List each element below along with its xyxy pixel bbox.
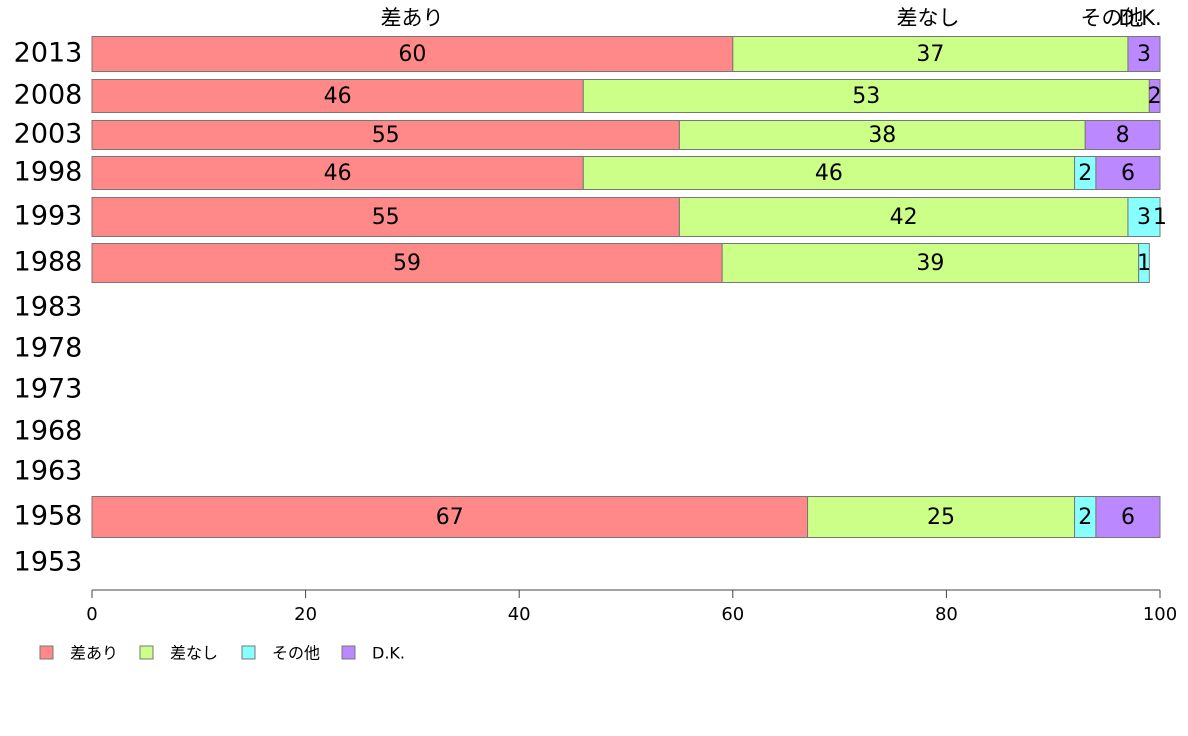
y-label-2013: 2013	[14, 38, 83, 69]
bar-1958-series-3	[1095, 496, 1161, 538]
x-axis: 0 20 40 60 80 100	[86, 589, 1177, 625]
y-label-2003: 2003	[14, 119, 83, 150]
top-label-series-2: その他	[1081, 6, 1144, 30]
bar-value-1993-series-0: 55	[372, 205, 400, 230]
y-label-1968: 1968	[14, 416, 83, 447]
y-label-1958: 1958	[14, 501, 83, 532]
bar-value-2013-series-0: 60	[398, 42, 426, 67]
y-axis-labels: 2013 2008 2003 1998 1993 1988 1983 1978 1973 1968…	[14, 38, 83, 578]
bar-2013-series-3	[1127, 36, 1161, 72]
x-tick-label-20: 20	[294, 604, 317, 625]
bar-value-1958-series-1: 25	[927, 505, 955, 530]
bar-value-1988-series-2: 1	[1137, 251, 1151, 276]
x-tick-label-60: 60	[721, 604, 744, 625]
bar-1988-series-2	[1138, 243, 1150, 283]
x-tick-label-80: 80	[935, 604, 958, 625]
bar-value-1958-series-3: 6	[1121, 505, 1135, 530]
y-label-1993: 1993	[14, 201, 83, 232]
y-label-2008: 2008	[14, 80, 83, 111]
bar-value-1988-series-0: 59	[393, 251, 421, 276]
bar-1958-series-0	[91, 496, 809, 538]
bar-1988-series-0	[91, 243, 723, 283]
bar-value-1993-series-2: 3	[1137, 205, 1151, 230]
bar-value-2003-series-3: 8	[1116, 123, 1130, 148]
bar-value-1993-series-3: 1	[1153, 205, 1167, 230]
bar-value-2008-series-3: 2	[1148, 84, 1162, 109]
y-label-1978: 1978	[14, 333, 83, 364]
top-label-series-1: 差なし	[897, 6, 960, 30]
bar-1958-series-1	[807, 496, 1076, 538]
bar-2003-series-1	[678, 120, 1086, 150]
bar-2013-series-1	[732, 36, 1129, 72]
bar-value-1958-series-0: 67	[436, 505, 464, 530]
bar-2003-series-3	[1084, 120, 1161, 150]
y-label-1963: 1963	[14, 456, 83, 487]
bar-value-1958-series-2: 2	[1078, 505, 1092, 530]
bar-1998-series-3	[1095, 156, 1161, 190]
bar-2013-series-0	[91, 36, 734, 72]
bar-1998-series-1	[582, 156, 1076, 190]
bar-2003-series-0	[91, 120, 680, 150]
bar-2008-series-3	[1148, 79, 1161, 113]
bar-value-2013-series-1: 37	[916, 42, 944, 67]
bar-value-2008-series-1: 53	[852, 84, 880, 109]
bars: 60 37 346 53 255 38 846 46 2 655 42 3 159 39 167 25 2 6	[91, 36, 1167, 538]
y-label-1988: 1988	[14, 247, 83, 278]
legend-swatch-0	[39, 645, 54, 660]
bar-1988-series-1	[721, 243, 1140, 283]
legend: 差あり 差なし その他 D.K.	[39, 644, 405, 663]
bar-value-2003-series-1: 38	[868, 123, 896, 148]
y-label-1953: 1953	[14, 547, 83, 578]
y-label-1973: 1973	[14, 374, 83, 405]
bar-2008-series-0	[91, 79, 584, 113]
legend-label-3: D.K.	[372, 644, 405, 663]
x-tick-label-0: 0	[86, 604, 97, 625]
top-label-series-0: 差あり	[381, 6, 444, 30]
legend-swatch-3	[341, 645, 356, 660]
bar-value-2003-series-0: 55	[372, 123, 400, 148]
bar-value-1998-series-2: 2	[1078, 161, 1092, 186]
legend-label-0: 差あり	[70, 644, 118, 663]
legend-label-1: 差なし	[170, 644, 218, 663]
top-label-series-3: D.K.	[1118, 6, 1161, 30]
bar-1998-series-0	[91, 156, 584, 190]
y-label-1998: 1998	[14, 157, 83, 188]
bar-value-1998-series-0: 46	[324, 161, 352, 186]
bar-value-2013-series-3: 3	[1137, 42, 1151, 67]
bar-1993-series-0	[91, 197, 680, 237]
bar-value-2008-series-0: 46	[324, 84, 352, 109]
bar-1993-series-2	[1127, 197, 1161, 237]
legend-swatch-1	[139, 645, 154, 660]
bar-1993-series-1	[678, 197, 1129, 237]
y-label-1983: 1983	[14, 292, 83, 323]
x-tick-label-100: 100	[1143, 604, 1177, 625]
bar-value-1998-series-3: 6	[1121, 161, 1135, 186]
bar-value-1993-series-1: 42	[890, 205, 918, 230]
bar-value-1998-series-1: 46	[815, 161, 843, 186]
bar-value-1988-series-1: 39	[916, 251, 944, 276]
bar-2008-series-1	[582, 79, 1150, 113]
legend-swatch-2	[241, 645, 256, 660]
x-tick-label-40: 40	[508, 604, 531, 625]
legend-label-2: その他	[272, 644, 320, 663]
